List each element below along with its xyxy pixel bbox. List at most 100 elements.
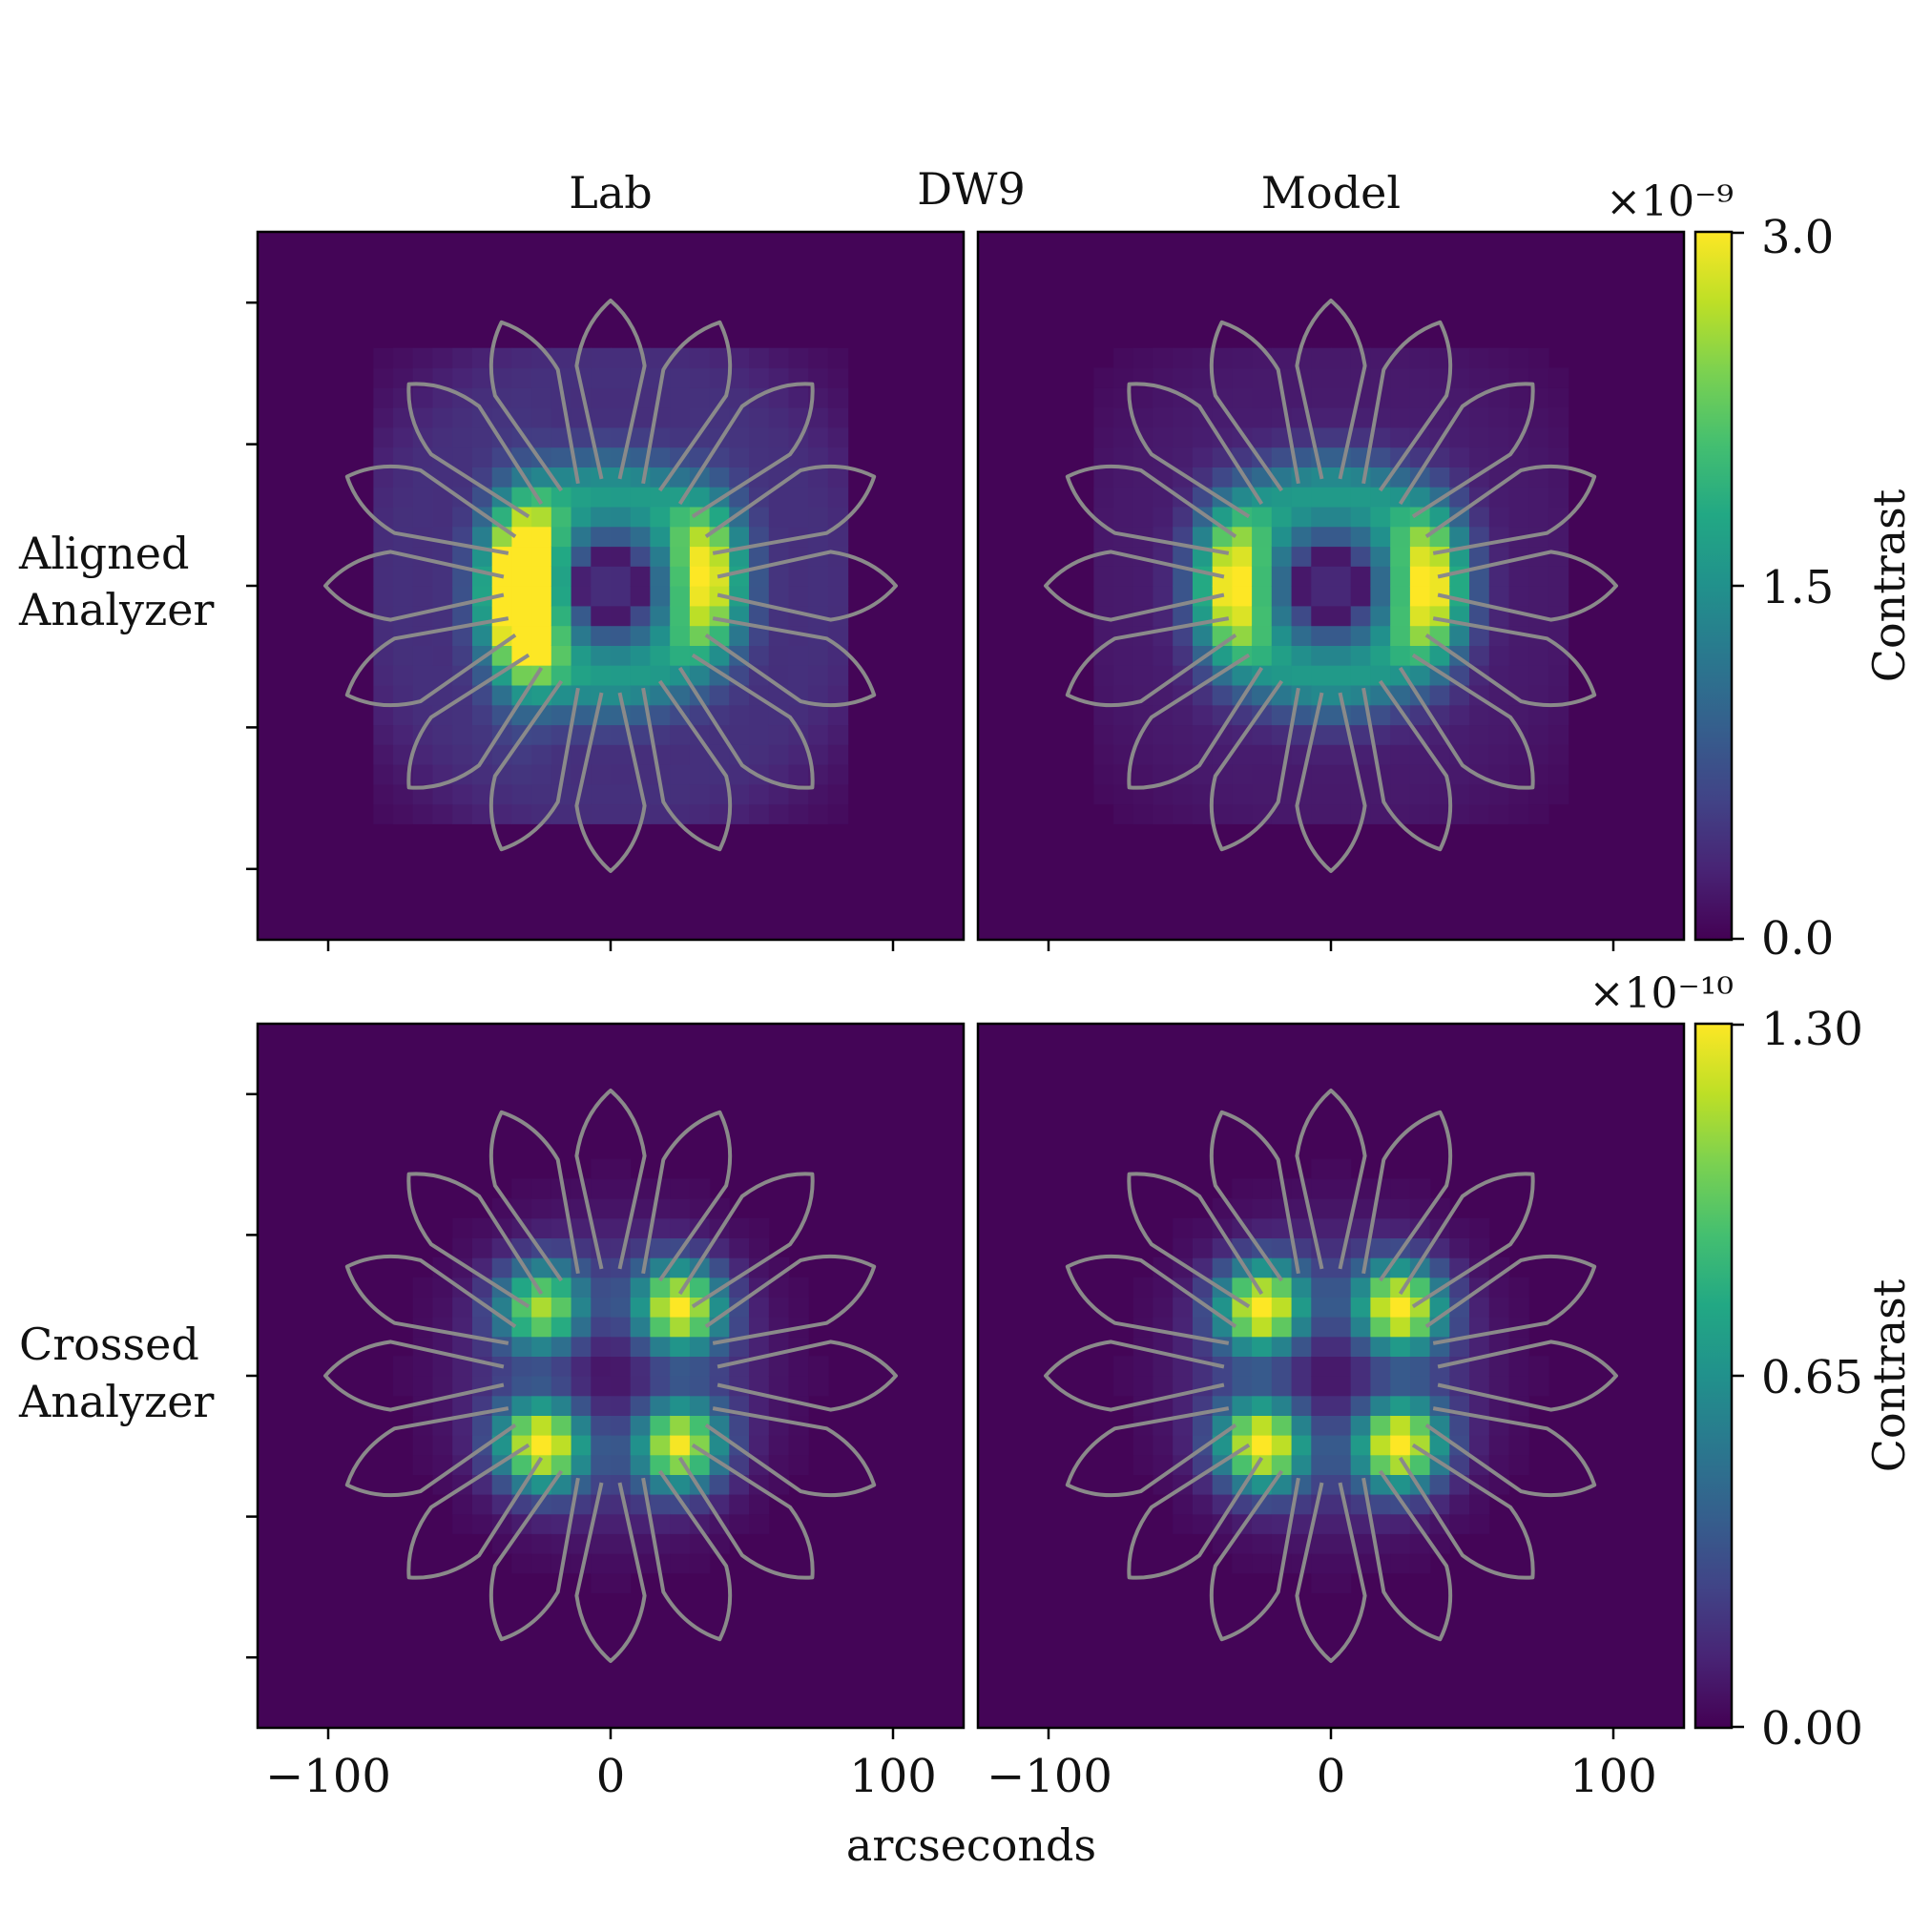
heatmap-cell bbox=[749, 1297, 770, 1318]
heatmap-cell bbox=[689, 586, 711, 607]
heatmap-cell bbox=[571, 1356, 592, 1377]
heatmap-cell bbox=[1232, 1395, 1253, 1416]
heatmap-cell bbox=[749, 783, 770, 805]
heatmap-cell bbox=[1311, 506, 1332, 528]
heatmap-cell bbox=[1331, 1198, 1352, 1219]
heatmap-cell bbox=[1528, 1356, 1549, 1377]
heatmap-cell bbox=[650, 645, 671, 666]
heatmap-cell bbox=[1548, 566, 1569, 587]
heatmap-cell bbox=[788, 645, 809, 666]
heatmap-cell bbox=[709, 783, 730, 805]
heatmap-cell bbox=[670, 1178, 691, 1199]
heatmap-cell bbox=[611, 586, 632, 607]
heatmap-cell bbox=[1370, 487, 1391, 508]
heatmap-cell bbox=[1291, 1356, 1312, 1377]
heatmap-cell bbox=[1311, 1297, 1332, 1318]
heatmap-cell bbox=[1429, 803, 1450, 824]
heatmap-cell bbox=[571, 586, 592, 607]
heatmap-cell bbox=[670, 783, 691, 805]
heatmap-cell bbox=[630, 1395, 651, 1416]
heatmap-cell bbox=[452, 1356, 473, 1377]
row-label-aligned-line1: Aligned bbox=[18, 528, 189, 579]
heatmap-cell bbox=[611, 506, 632, 528]
heatmap-cell bbox=[630, 546, 651, 567]
heatmap-cell bbox=[1331, 665, 1352, 686]
heatmap-cell bbox=[1331, 605, 1352, 627]
heatmap-cell bbox=[571, 526, 592, 548]
heatmap-cell bbox=[670, 744, 691, 765]
heatmap-cell bbox=[1173, 506, 1194, 528]
heatmap-cell bbox=[827, 407, 849, 428]
heatmap-cell bbox=[1173, 426, 1194, 448]
heatmap-cell bbox=[1271, 1317, 1293, 1338]
heatmap-cell bbox=[551, 367, 572, 388]
heatmap-cell bbox=[1409, 1395, 1431, 1416]
heatmap-cell bbox=[1370, 586, 1391, 607]
heatmap-cell bbox=[1093, 447, 1114, 467]
heatmap-cell bbox=[1291, 506, 1312, 528]
heatmap-cell bbox=[1469, 1297, 1490, 1318]
heatmap-cell bbox=[1252, 426, 1273, 448]
heatmap-cell bbox=[1390, 724, 1411, 745]
heatmap-cell bbox=[1488, 645, 1510, 666]
heatmap-cell bbox=[551, 645, 572, 666]
heatmap-cell bbox=[827, 566, 849, 587]
heatmap-cell bbox=[670, 1415, 691, 1436]
heatmap-cell bbox=[432, 407, 453, 428]
heatmap-cell bbox=[709, 387, 730, 408]
heatmap-cell bbox=[670, 764, 691, 785]
heatmap-cell bbox=[808, 407, 829, 428]
heatmap-cell bbox=[788, 566, 809, 587]
heatmap-cell bbox=[373, 426, 394, 448]
heatmap-cell bbox=[1271, 506, 1293, 528]
heatmap-cell bbox=[1291, 1435, 1312, 1456]
heatmap-cell bbox=[531, 1336, 552, 1357]
heatmap-cell bbox=[1311, 1158, 1332, 1179]
heatmap-cell bbox=[452, 1317, 473, 1338]
heatmap-cell bbox=[1390, 764, 1411, 785]
heatmap-cell bbox=[1271, 347, 1293, 369]
heatmap-cell bbox=[1488, 1297, 1510, 1318]
heatmap-cell bbox=[1331, 1336, 1352, 1357]
heatmap-cell bbox=[1370, 546, 1391, 567]
heatmap-cell bbox=[511, 625, 532, 646]
heatmap-cell bbox=[1271, 586, 1293, 607]
heatmap-cell bbox=[1429, 347, 1450, 369]
heatmap-cell bbox=[650, 1376, 671, 1397]
heatmap-cell bbox=[1252, 1454, 1273, 1475]
heatmap-cell bbox=[1252, 407, 1273, 428]
heatmap-cell bbox=[749, 803, 770, 824]
heatmap-cell bbox=[452, 744, 473, 765]
heatmap-cell bbox=[1153, 447, 1174, 467]
heatmap-cell bbox=[1252, 1217, 1273, 1238]
heatmap-cell bbox=[1528, 586, 1549, 607]
heatmap-cell bbox=[571, 645, 592, 666]
heatmap-cell bbox=[670, 546, 691, 567]
heatmap-cell bbox=[1311, 566, 1332, 587]
heatmap-cell bbox=[1232, 1297, 1253, 1318]
heatmap-cell bbox=[788, 1376, 809, 1397]
heatmap-cell bbox=[630, 724, 651, 745]
heatmap-cell bbox=[1331, 764, 1352, 785]
heatmap-cell bbox=[1548, 367, 1569, 388]
heatmap-cell bbox=[472, 1217, 493, 1238]
heatmap-cell bbox=[393, 586, 414, 607]
heatmap-cell bbox=[1271, 566, 1293, 587]
heatmap-cell bbox=[1311, 783, 1332, 805]
heatmap-cell bbox=[1528, 487, 1549, 508]
heatmap-panel bbox=[246, 230, 966, 951]
heatmap-cell bbox=[373, 447, 394, 467]
heatmap-cell bbox=[768, 566, 790, 587]
heatmap-cell bbox=[1113, 684, 1134, 706]
heatmap-cell bbox=[1173, 783, 1194, 805]
heatmap-cell bbox=[1311, 744, 1332, 765]
heatmap-cell bbox=[511, 407, 532, 428]
heatmap-cell bbox=[1350, 546, 1371, 567]
heatmap-cell bbox=[1113, 407, 1134, 428]
heatmap-cell bbox=[551, 1454, 572, 1475]
heatmap-cell bbox=[1173, 526, 1194, 548]
heatmap-cell bbox=[511, 1178, 532, 1199]
heatmap-cell bbox=[650, 704, 671, 726]
heatmap-cell bbox=[412, 625, 434, 646]
heatmap-cell bbox=[1193, 526, 1214, 548]
